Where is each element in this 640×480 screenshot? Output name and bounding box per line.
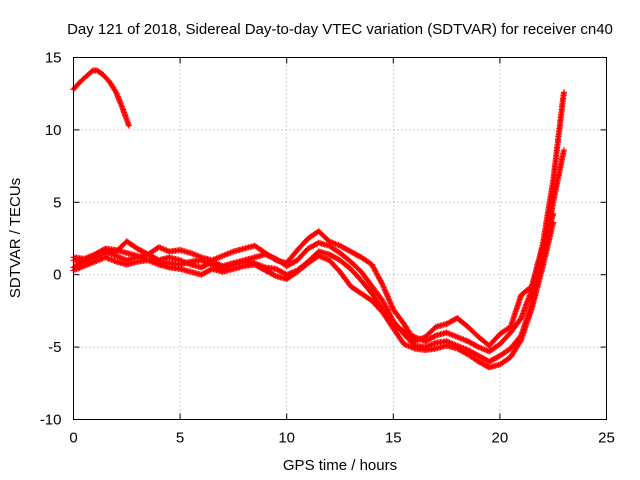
chart-title: Day 121 of 2018, Sidereal Day-to-day VTE…: [67, 21, 613, 38]
x-tick-label: 5: [176, 430, 184, 447]
series-arc-early: [70, 67, 132, 129]
y-tick-label: -5: [48, 339, 61, 356]
series-markers: [70, 89, 567, 349]
series-markers: [70, 67, 132, 129]
series-arc-1: [70, 89, 567, 349]
x-tick-label: 15: [385, 430, 402, 447]
series-layer: [70, 67, 567, 371]
plot-frame: [73, 57, 607, 420]
y-tick-label: -10: [40, 412, 62, 429]
y-tick-label: 10: [45, 122, 62, 139]
x-tick-label: 20: [492, 430, 509, 447]
x-tick-label: 25: [598, 430, 615, 447]
x-tick-label: 0: [69, 430, 77, 447]
y-tick-label: 5: [53, 194, 61, 211]
x-tick-label: 10: [278, 430, 295, 447]
y-axis-label: SDTVAR / TECUs: [7, 178, 24, 298]
x-axis-label: GPS time / hours: [283, 457, 397, 474]
y-tick-label: 0: [53, 267, 61, 284]
tick-layer: 0 5 10 15 20 25 -10 -5 0 5 10 15: [40, 50, 615, 447]
grid: [73, 57, 607, 420]
y-tick-label: 15: [45, 50, 62, 67]
